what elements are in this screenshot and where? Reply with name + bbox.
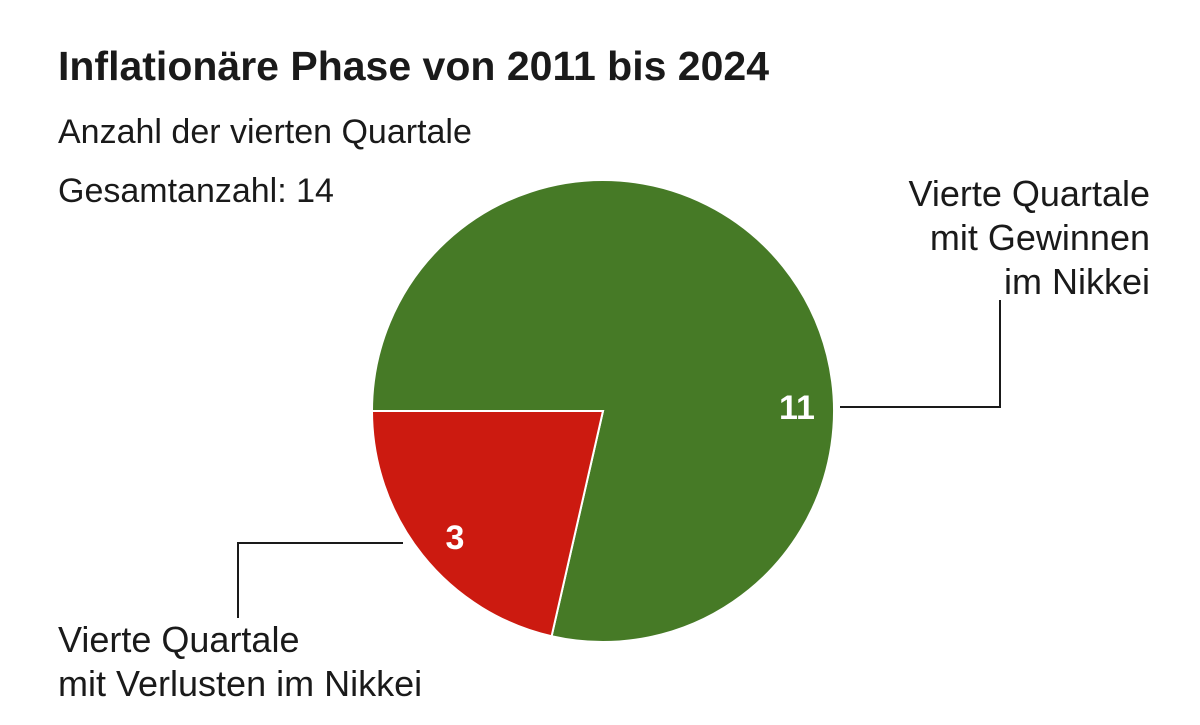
slice-label: Vierte Quartale mit Gewinnen im Nikkei <box>908 173 1150 302</box>
slice-label: Vierte Quartale mit Verlusten im Nikkei <box>58 619 423 704</box>
pie-slice <box>370 410 605 638</box>
value-label: 11 <box>779 389 815 427</box>
value-label: 3 <box>446 519 465 557</box>
leader-line <box>840 300 1001 408</box>
chart-subtitle: Anzahl der vierten Quartale <box>58 113 472 151</box>
pie: 11 3 <box>370 179 835 643</box>
leader-line <box>237 542 403 618</box>
annotation: Gesamtanzahl: 14 <box>58 172 334 210</box>
chart-title: Inflationäre Phase von 2011 bis 2024 <box>58 43 769 89</box>
